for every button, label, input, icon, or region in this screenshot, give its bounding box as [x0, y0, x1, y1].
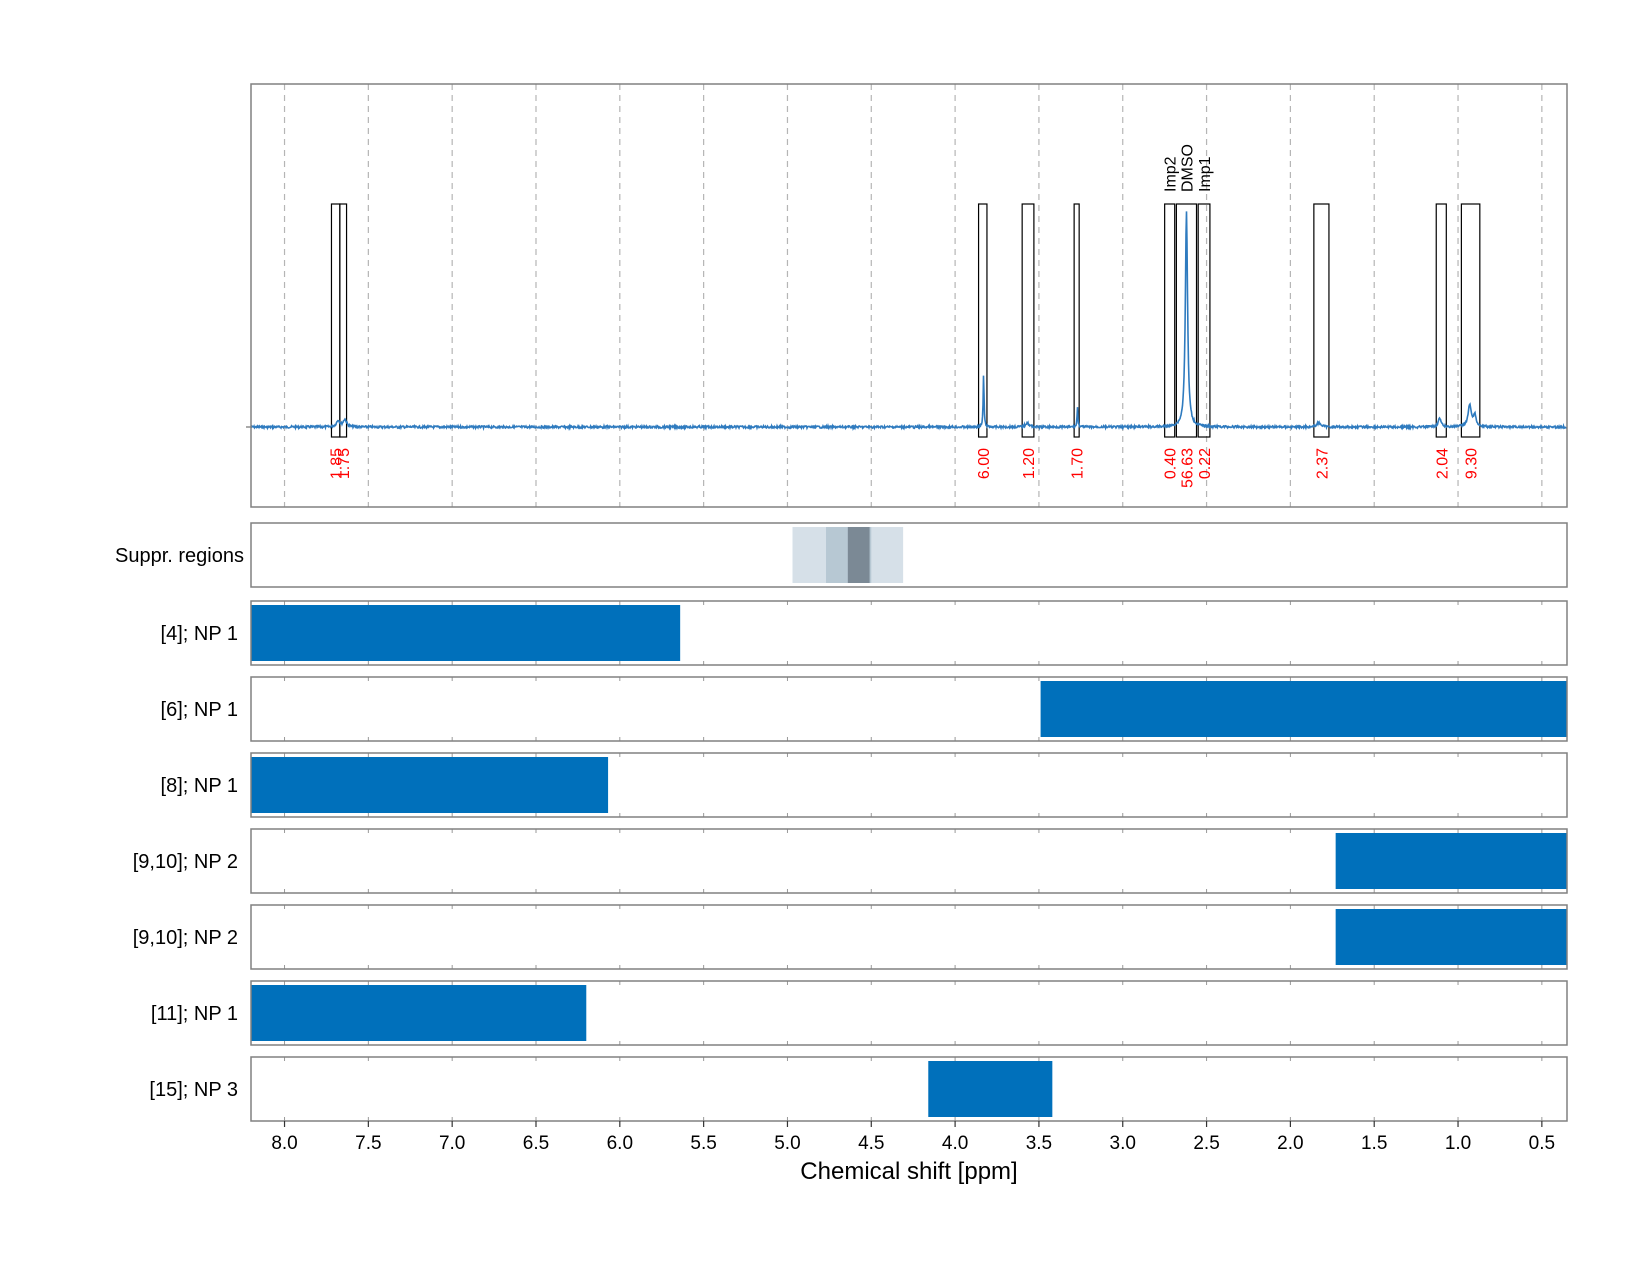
track-label: [8]; NP 1 [161, 775, 238, 797]
x-axis: 8.0 7.5 7.0 6.5 6.0 5.5 5.0 4.5 4.0 3.5 3.0 2.5 2.0 1… [271, 1121, 1555, 1154]
integration-region-box [1460, 203, 1481, 438]
integration-region-box [1197, 203, 1211, 438]
integral-value-label: 56.63 [1179, 448, 1196, 488]
track-label: [11]; NP 1 [151, 1003, 238, 1025]
x-axis-label: Chemical shift [ppm] [800, 1158, 1017, 1185]
integral-value-label: 2.37 [1314, 448, 1331, 479]
track-row: [6]; NP 1 [161, 676, 1568, 742]
x-tick-label: 3.5 [1026, 1133, 1052, 1154]
region-name-label: DMSO [1179, 144, 1196, 192]
track-row: [11]; NP 1 [151, 980, 1568, 1046]
track-frame [250, 676, 1568, 742]
integration-region-box [1021, 203, 1035, 438]
x-tick-label: 1.0 [1445, 1133, 1471, 1154]
track-bar [928, 1061, 1053, 1117]
integral-value-label: 0.40 [1163, 448, 1180, 479]
x-tick-label: 5.0 [774, 1133, 800, 1154]
x-tick-label: 7.0 [439, 1133, 465, 1154]
track-bar [251, 985, 587, 1041]
track-bar [1335, 909, 1567, 965]
suppression-band [847, 527, 870, 583]
x-tick-label: 1.5 [1361, 1133, 1387, 1154]
integration-region-box [1175, 203, 1198, 438]
integral-value-label: 1.20 [1021, 448, 1038, 479]
integral-value-label: 1.85 [329, 448, 346, 479]
track-bar [1040, 681, 1567, 737]
track-frame [250, 600, 1568, 666]
x-tick-label: 4.5 [858, 1133, 884, 1154]
track-row: [9,10]; NP 2 [133, 828, 1568, 894]
track-frame [250, 980, 1568, 1046]
x-tick-label: 3.0 [1110, 1133, 1136, 1154]
integration-region-box [977, 203, 988, 438]
track-label: [9,10]; NP 2 [133, 851, 238, 873]
integral-value-label: 2.04 [1434, 448, 1451, 479]
integral-value-label: 1.70 [1070, 448, 1087, 479]
integration-region-box [1164, 203, 1176, 438]
region-name-label: Imp1 [1197, 156, 1214, 192]
track-frame [250, 1056, 1568, 1122]
spectrum-line [250, 211, 1568, 432]
track-bar [251, 757, 609, 813]
integration-region-box [1435, 203, 1447, 438]
integral-value-label: 1.75 [336, 448, 353, 479]
region-name-label: Imp2 [1163, 156, 1180, 192]
track-bar [1335, 833, 1567, 889]
track-label: [6]; NP 1 [161, 699, 238, 721]
track-label: [15]; NP 3 [149, 1079, 238, 1101]
track-row: [8]; NP 1 [161, 752, 1568, 818]
integral-value-label: 6.00 [976, 448, 993, 479]
track-label: [9,10]; NP 2 [133, 927, 238, 949]
x-tick-label: 2.0 [1277, 1133, 1303, 1154]
track-frame [250, 828, 1568, 894]
x-tick-label: 8.0 [271, 1133, 297, 1154]
x-tick-label: 5.5 [690, 1133, 716, 1154]
track-frame [250, 752, 1568, 818]
track-row: [15]; NP 3 [149, 1056, 1568, 1122]
integration-region-box [1313, 203, 1330, 438]
x-tick-label: 6.5 [523, 1133, 549, 1154]
integration-region-box [339, 203, 348, 438]
x-tick-label: 6.0 [607, 1133, 633, 1154]
suppression-panel-frame [250, 522, 1568, 588]
integral-value-label: 9.30 [1464, 448, 1481, 479]
integral-value-label: 0.22 [1197, 448, 1214, 479]
track-row: [4]; NP 1 [161, 600, 1568, 666]
suppression-label: Suppr. regions [115, 545, 244, 567]
integration-region-box [330, 203, 341, 438]
track-row: [9,10]; NP 2 [133, 904, 1568, 970]
x-tick-label: 4.0 [942, 1133, 968, 1154]
integration-region-box [1073, 203, 1080, 438]
track-frame [250, 904, 1568, 970]
spectrum-panel-frame [250, 83, 1568, 508]
suppression-panel: Suppr. regions [115, 522, 1568, 588]
x-tick-label: 7.5 [355, 1133, 381, 1154]
track-label: [4]; NP 1 [161, 623, 238, 645]
x-tick-label: 0.5 [1529, 1133, 1555, 1154]
spectrum-panel: 1.851.75 6.00 1.20 1.70 0.40 Imp2 56.63 DMSO 0.2… [246, 83, 1568, 508]
track-bar [251, 605, 681, 661]
x-tick-label: 2.5 [1193, 1133, 1219, 1154]
